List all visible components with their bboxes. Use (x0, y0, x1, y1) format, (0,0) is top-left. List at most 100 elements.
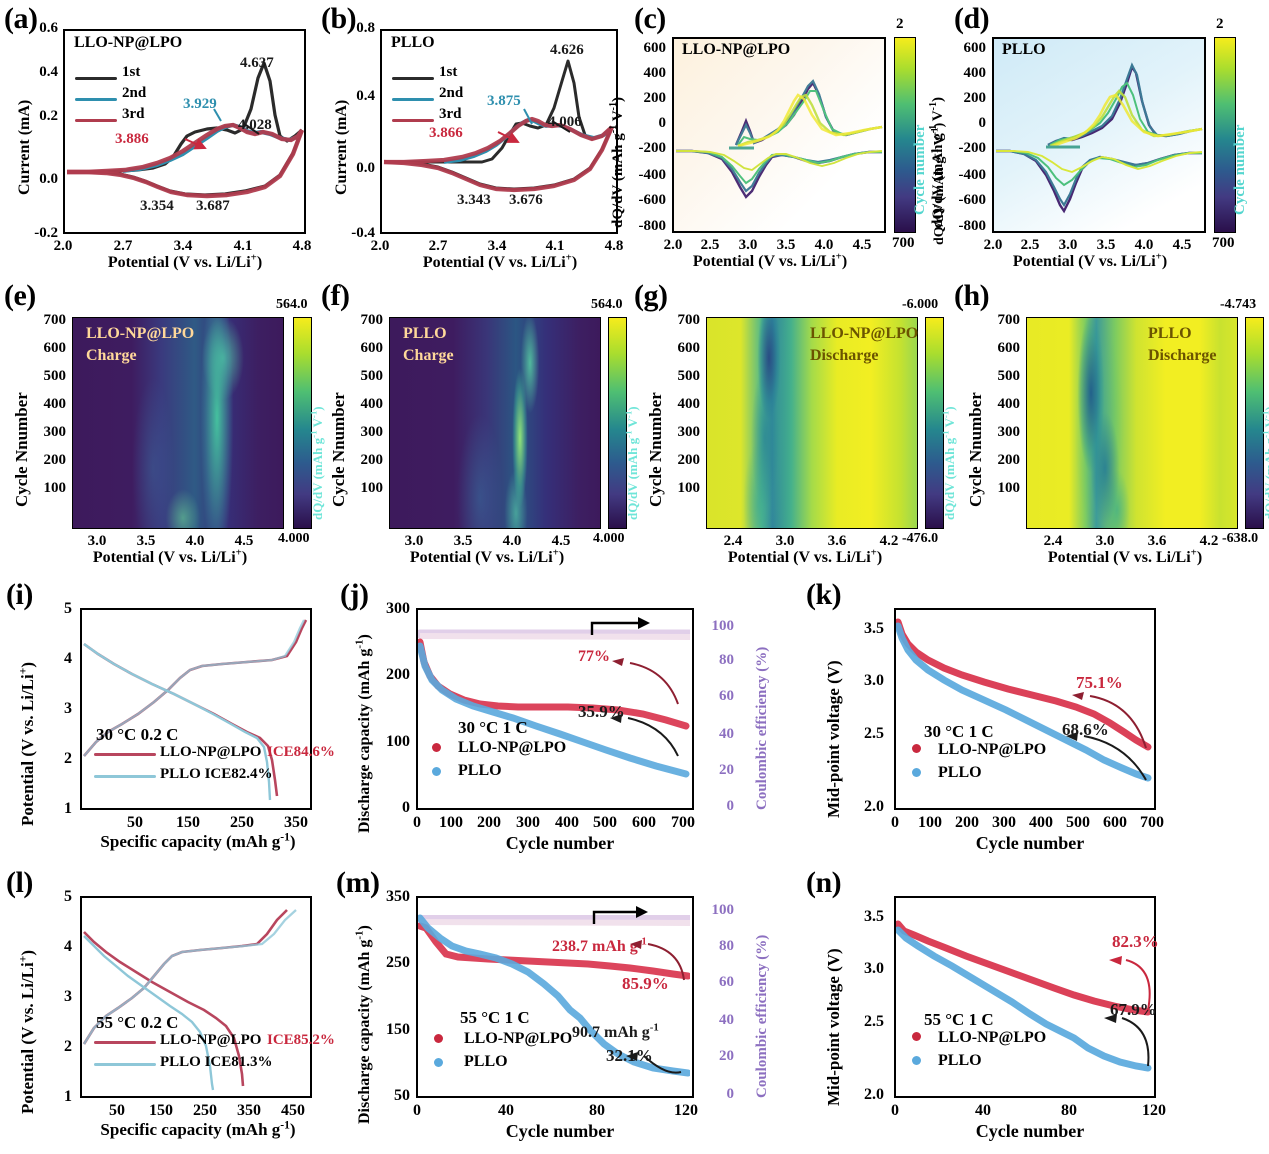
panel-l-ytick: 1 (64, 1088, 72, 1105)
panel-m-annotation-907: 90.7 mAh g-1 (572, 1021, 659, 1041)
panel-a-xlabel: Potential (V vs. Li/Li+) (107, 251, 263, 271)
panel-b-title: PLLO (391, 34, 435, 51)
panel-i-legend-llo: LLO-NP@LPO (160, 744, 262, 760)
panel-a-legend-line-2nd (75, 98, 117, 102)
panel-f: (f) Cycle Nnumber 700 600 500 400 300 20… (317, 277, 640, 573)
panel-d-label: (d) (954, 2, 990, 35)
panel-f-ytick: 400 (360, 396, 384, 412)
panel-k-ytick: 2.0 (864, 798, 884, 815)
panel-b-annotation-3875: 3.875 (487, 93, 521, 109)
panel-a-xtick: 2.7 (113, 238, 133, 254)
panel-i-xtick: 50 (127, 814, 143, 831)
panel-d-xtick: 2.0 (983, 237, 1003, 253)
panel-l-ytick: 3 (64, 988, 72, 1005)
panel-a-ytick: 0.6 (39, 20, 58, 36)
panel-m-ytick2: 80 (719, 938, 734, 954)
panel-n-xtick: 80 (1061, 1102, 1077, 1119)
panel-l-condition: 55 °C 0.2 C (96, 1013, 179, 1032)
panel-n-plot-area (894, 896, 1156, 1098)
panel-g-title-line2: Discharge (810, 347, 879, 364)
panel-l-plot-area (80, 896, 312, 1098)
panel-k-legend-dot-pllo (912, 768, 921, 777)
panel-e-ytick: 400 (43, 396, 67, 412)
panel-f-xlabel: Potential (V vs. Li/Li+) (409, 546, 565, 566)
panel-b-legend-label-2nd: 2nd (439, 85, 464, 101)
panel-h-colorbar-label: dQ/dV (mAh g-1 V-1) (1260, 406, 1269, 520)
panel-h-colorbar-max: -4.743 (1220, 297, 1257, 312)
panel-d-plot-area (992, 37, 1206, 233)
panel-k-xtick: 600 (1103, 814, 1127, 831)
panel-j: (j) Discharge capacity (mAh g-1) 300 200… (340, 578, 695, 866)
panel-c-plot-area (672, 37, 886, 233)
panel-b-legend-line-1st (392, 77, 434, 81)
panel-j-xtick: 500 (593, 814, 617, 831)
panel-i-xtick: 350 (284, 814, 308, 831)
panel-d-ytick: -400 (958, 167, 987, 183)
panel-l-legend-line-pllo (94, 1063, 156, 1066)
panel-h-colorbar (1245, 317, 1264, 529)
panel-a-xtick: 4.1 (233, 238, 253, 254)
panel-g-colorbar-max: -6.000 (902, 297, 939, 312)
panel-a-legend-label-1st: 1st (122, 64, 141, 80)
panel-a-ytick: -0.2 (34, 225, 58, 241)
panel-j-ytick2: 100 (711, 618, 735, 634)
panel-b-xtick: 4.8 (604, 238, 624, 254)
panel-i: (i) Potential (V vs. Li/Li+) 5 4 3 2 1 3… (0, 578, 340, 866)
panel-m-ytick: 50 (394, 1087, 410, 1104)
panel-m-ytick2: 20 (719, 1048, 734, 1064)
panel-d-title: PLLO (1002, 41, 1046, 58)
panel-j-annotation-359: 35.9% (578, 702, 625, 721)
panel-d-xtick: 2.5 (1020, 237, 1040, 253)
panel-j-legend-dot-llo (432, 743, 441, 752)
panel-g-ytick: 400 (677, 396, 701, 412)
panel-e-colorbar-min: 4.000 (278, 531, 310, 546)
panel-g-ytick: 600 (677, 340, 701, 356)
panel-k-legend-pllo: PLLO (938, 764, 982, 781)
panel-i-legend-line-pllo (94, 775, 156, 778)
panel-a-annotation-4637: 4.637 (240, 55, 274, 71)
panel-k-xtick: 400 (1029, 814, 1053, 831)
panel-n-xlabel: Cycle number (975, 1121, 1085, 1141)
panel-g-xlabel: Potential (V vs. Li/Li+) (727, 546, 883, 566)
panel-j-xtick: 200 (477, 814, 501, 831)
panel-d-xlabel: Potential (V vs. Li/Li+) (1012, 250, 1168, 270)
panel-m-right-spine (692, 896, 694, 1098)
panel-m-secondary-axis: 100 80 60 40 20 0 Coulombic efficiency (… (692, 866, 802, 1154)
panel-g-xtick: 3.6 (827, 533, 847, 549)
panel-a-xtick: 3.4 (173, 238, 193, 254)
panel-l: (l) Potential (V vs. Li/Li+) 5 4 3 2 1 5… (0, 866, 340, 1154)
panel-f-ytick: 100 (360, 480, 384, 496)
panel-j-secondary-axis: 100 80 60 40 20 0 Coulombic efficiency (… (692, 578, 802, 866)
panel-j-ytick: 100 (386, 733, 410, 750)
panel-d-colorbar-label: Cycle number (1232, 124, 1248, 215)
panel-g-xtick: 3.0 (775, 533, 795, 549)
panel-g-colorbar-min: -476.0 (902, 531, 939, 546)
panel-i-xtick: 150 (176, 814, 200, 831)
panel-n-annotation-679: 67.9% (1110, 1000, 1157, 1019)
panel-m-ytick2: 100 (711, 902, 735, 918)
panel-f-colorbar (608, 317, 627, 529)
panel-b-annotation-3866: 3.866 (429, 125, 463, 141)
panel-e-xtick: 3.5 (136, 533, 156, 549)
panel-g-title-line1: LLO-NP@LPO (810, 325, 919, 342)
panel-b-xtick: 2.0 (370, 238, 390, 254)
panel-c-ytick: -400 (638, 167, 667, 183)
panel-c-colorbar-max: 2 (896, 16, 904, 32)
panel-h-title-line2: Discharge (1148, 347, 1217, 364)
panel-m-ylabel2: Coulombic efficiency (%) (754, 934, 770, 1098)
panel-i-ytick: 2 (64, 750, 72, 767)
panel-h-ytick: 500 (997, 368, 1021, 384)
panel-c-colorbar (894, 37, 916, 233)
panel-f-ytick: 600 (360, 340, 384, 356)
panel-h-ytick: 600 (997, 340, 1021, 356)
panel-c-colorbar-label: Cycle number (912, 124, 928, 215)
panel-a-plot-area (63, 29, 306, 234)
panel-a-xtick: 2.0 (53, 238, 73, 254)
panel-d: (d) dQ/dV (mAh g-1 V-1) 600 400 200 0 -2… (928, 0, 1269, 272)
panel-g: (g) Cycle Nnumber 700 600 500 400 300 20… (630, 277, 957, 573)
panel-n-ytick: 2.5 (864, 1013, 884, 1030)
panel-m-ytick: 250 (386, 954, 410, 971)
panel-m-plot-area (416, 896, 692, 1098)
panel-f-colorbar-min: 4.000 (593, 531, 625, 546)
panel-l-legend-pllo: PLLO ICE81.3% (160, 1054, 273, 1070)
